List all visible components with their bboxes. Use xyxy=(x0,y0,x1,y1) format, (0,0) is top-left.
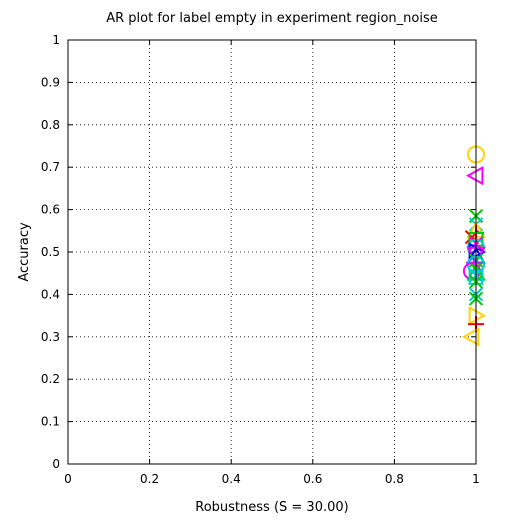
y-tick-label: 0 xyxy=(52,457,60,471)
ticks: 0 0.2 0.4 0.6 0.8 1 0 0.1 0.2 0.3 0.4 0.5 0.6 0.7 0.8 0… xyxy=(41,33,480,486)
y-tick-label: 0.4 xyxy=(41,287,60,301)
x-tick-label: 0.2 xyxy=(140,472,159,486)
x-axis-label: Robustness (S = 30.00) xyxy=(195,500,348,515)
chart-title: AR plot for label empty in experiment re… xyxy=(106,11,438,26)
plot-border xyxy=(67,39,477,465)
y-tick-label: 1 xyxy=(52,33,60,47)
x-tick-label: 0.6 xyxy=(303,472,322,486)
y-tick-label: 0.3 xyxy=(41,330,60,344)
y-axis-label: Accuracy xyxy=(17,222,32,282)
x-tick-label: 1 xyxy=(472,472,480,486)
data-point-triangle-left xyxy=(465,165,484,186)
y-tick-label: 0.1 xyxy=(41,415,60,429)
x-tick-label: 0.8 xyxy=(385,472,404,486)
x-tick-label: 0.4 xyxy=(222,472,241,486)
data-point-triangle-left xyxy=(461,327,480,347)
y-tick-label: 0.9 xyxy=(41,75,60,89)
y-tick-label: 0.8 xyxy=(41,118,60,132)
grid xyxy=(68,40,476,464)
y-tick-label: 0.6 xyxy=(41,203,60,217)
y-tick-label: 0.7 xyxy=(41,160,60,174)
y-tick-label: 0.2 xyxy=(41,372,60,386)
x-tick-label: 0 xyxy=(64,472,72,486)
y-tick-label: 0.5 xyxy=(41,245,60,259)
